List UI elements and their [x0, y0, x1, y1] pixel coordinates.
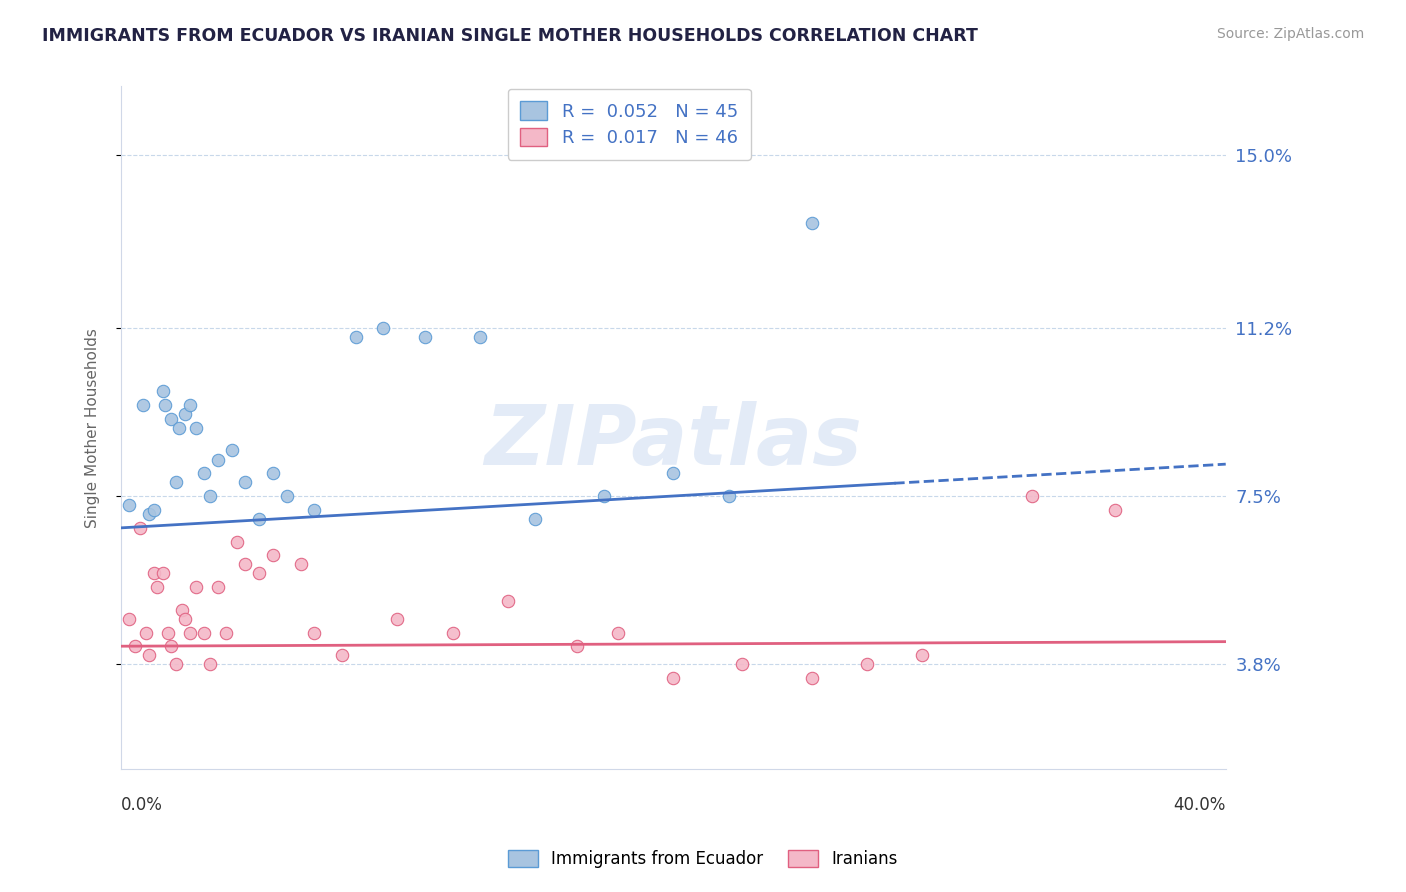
Point — [184, 421, 207, 435]
Point — [1104, 502, 1126, 516]
Point — [262, 548, 284, 562]
Point — [800, 216, 823, 230]
Text: 0.0%: 0.0% — [121, 797, 163, 814]
Point — [118, 612, 141, 626]
Point — [129, 521, 152, 535]
Y-axis label: Single Mother Households: Single Mother Households — [86, 327, 100, 528]
Point — [524, 512, 547, 526]
Point — [373, 320, 395, 334]
Point — [215, 625, 238, 640]
Point — [193, 625, 215, 640]
Point — [184, 580, 207, 594]
Point — [146, 580, 169, 594]
Point — [235, 475, 257, 490]
Legend: R =  0.052   N = 45, R =  0.017   N = 46: R = 0.052 N = 45, R = 0.017 N = 46 — [508, 88, 751, 160]
Point — [247, 566, 270, 581]
Point — [152, 384, 174, 399]
Point — [1021, 489, 1043, 503]
Point — [165, 657, 187, 672]
Point — [173, 407, 195, 421]
Point — [167, 421, 190, 435]
Point — [165, 475, 187, 490]
Point — [468, 329, 491, 343]
Point — [198, 657, 221, 672]
Point — [304, 502, 326, 516]
Point — [132, 398, 155, 412]
Point — [276, 489, 298, 503]
Point — [170, 603, 193, 617]
Point — [911, 648, 934, 663]
Point — [179, 625, 201, 640]
Point — [124, 639, 146, 653]
Point — [717, 489, 740, 503]
Point — [157, 625, 180, 640]
Point — [387, 612, 409, 626]
Point — [290, 558, 312, 572]
Point — [143, 566, 166, 581]
Legend: Immigrants from Ecuador, Iranians: Immigrants from Ecuador, Iranians — [502, 843, 904, 875]
Point — [731, 657, 754, 672]
Point — [160, 411, 183, 425]
Point — [413, 329, 436, 343]
Point — [607, 625, 630, 640]
Point — [662, 467, 685, 481]
Point — [179, 398, 201, 412]
Point — [855, 657, 877, 672]
Point — [247, 512, 270, 526]
Point — [138, 648, 160, 663]
Point — [118, 498, 141, 512]
Text: IMMIGRANTS FROM ECUADOR VS IRANIAN SINGLE MOTHER HOUSEHOLDS CORRELATION CHART: IMMIGRANTS FROM ECUADOR VS IRANIAN SINGL… — [42, 27, 979, 45]
Point — [155, 398, 177, 412]
Point — [262, 467, 284, 481]
Point — [198, 489, 221, 503]
Text: Source: ZipAtlas.com: Source: ZipAtlas.com — [1216, 27, 1364, 41]
Point — [193, 467, 215, 481]
Point — [221, 443, 243, 458]
Point — [143, 502, 166, 516]
Point — [138, 507, 160, 521]
Point — [152, 566, 174, 581]
Point — [173, 612, 195, 626]
Point — [565, 639, 588, 653]
Point — [800, 671, 823, 685]
Text: 40.0%: 40.0% — [1174, 797, 1226, 814]
Point — [344, 329, 367, 343]
Point — [207, 452, 229, 467]
Point — [135, 625, 157, 640]
Point — [160, 639, 183, 653]
Point — [330, 648, 353, 663]
Point — [496, 593, 519, 607]
Text: ZIPatlas: ZIPatlas — [485, 401, 862, 482]
Point — [441, 625, 464, 640]
Point — [235, 558, 257, 572]
Point — [662, 671, 685, 685]
Point — [207, 580, 229, 594]
Point — [304, 625, 326, 640]
Point — [226, 534, 249, 549]
Point — [593, 489, 616, 503]
